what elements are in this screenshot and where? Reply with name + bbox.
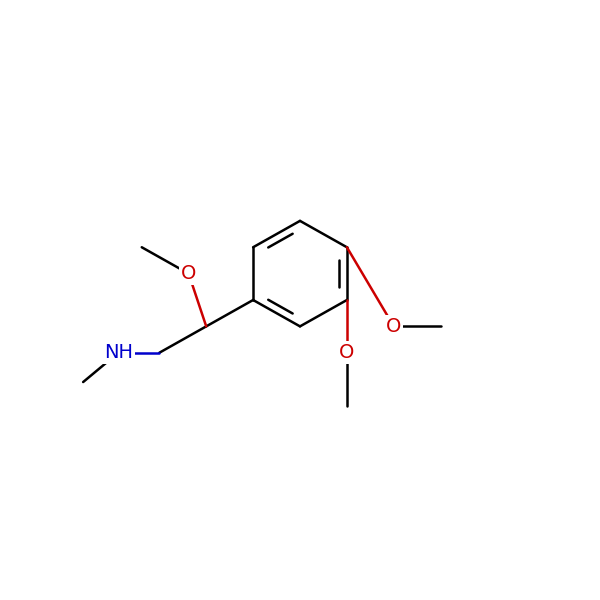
Text: O: O xyxy=(181,264,196,283)
Text: O: O xyxy=(386,317,401,336)
Text: O: O xyxy=(339,343,355,362)
Text: NH: NH xyxy=(104,343,133,362)
